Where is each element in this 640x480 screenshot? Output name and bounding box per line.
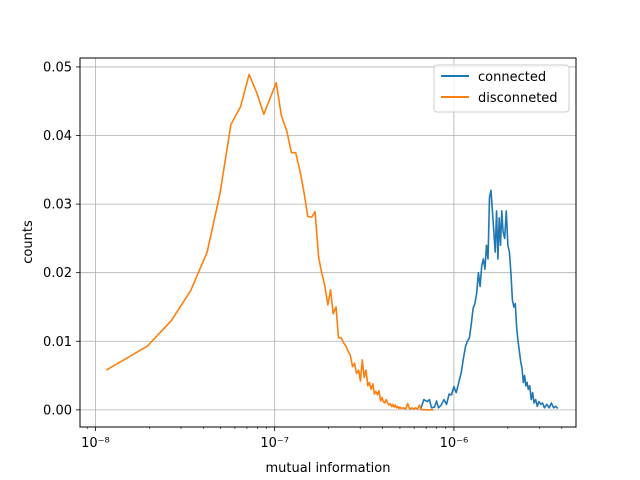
y-tick-label: 0.02 (43, 266, 72, 281)
x-tick-label: 10⁻⁷ (260, 436, 289, 451)
grid (80, 58, 576, 427)
y-tick-label: 0.05 (43, 60, 72, 75)
y-tick-label: 0.03 (43, 198, 72, 213)
plot-lines (105, 73, 559, 411)
legend-label-connected: connected (478, 70, 546, 85)
y-tick-label: 0.00 (43, 403, 72, 418)
series-line-disconneted (105, 73, 434, 411)
legend-label-disconneted: disconneted (478, 91, 558, 106)
x-tick-label: 10⁻⁸ (81, 436, 110, 451)
axes-frame (79, 57, 577, 428)
legend: connected disconneted (433, 64, 570, 113)
y-axis-label: counts (21, 220, 36, 264)
x-axis-ticks: 10⁻⁸ 10⁻⁷ 10⁻⁶ (81, 427, 563, 451)
plot-area (80, 58, 576, 427)
series-line-connected (419, 189, 559, 411)
y-tick-label: 0.01 (43, 335, 72, 350)
x-tick-label: 10⁻⁶ (440, 436, 469, 451)
x-axis-label: mutual information (266, 461, 391, 476)
y-axis-ticks: 0.00 0.01 0.02 0.03 0.04 0.05 (43, 60, 80, 418)
y-tick-label: 0.04 (43, 129, 72, 144)
